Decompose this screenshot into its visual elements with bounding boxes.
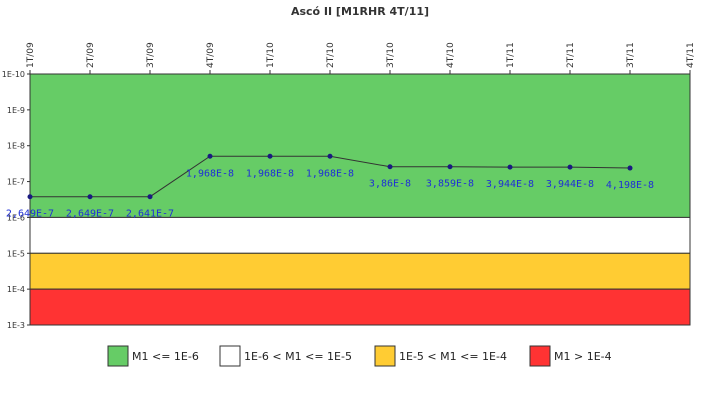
- legend-label: M1 > 1E-4: [554, 350, 612, 363]
- x-tick-label: 2T/09: [86, 42, 96, 68]
- data-label: 2,641E-7: [126, 209, 174, 220]
- data-point: [267, 153, 273, 159]
- y-tick-label: 1E-7: [7, 178, 25, 187]
- data-point: [627, 165, 633, 171]
- data-point: [147, 194, 153, 200]
- x-tick-label: 1T/09: [26, 42, 36, 68]
- x-tick-label: 4T/10: [446, 42, 456, 68]
- data-point: [27, 194, 33, 200]
- legend-label: 1E-6 < M1 <= 1E-5: [244, 350, 352, 363]
- x-axis-tick-labels: 1T/09 2T/09 3T/09 4T/09 1T/10 2T/10 3T/10 4T/10…: [26, 42, 696, 74]
- x-tick-label: 3T/09: [146, 42, 156, 68]
- legend-swatch: [374, 345, 396, 367]
- data-label: 3,944E-8: [546, 179, 594, 190]
- series-group: 2,649E-7 2,649E-7 2,641E-7 1,968E-8 1,968E-8…: [6, 153, 654, 220]
- data-point: [87, 194, 93, 200]
- band-2: [29, 252, 691, 290]
- plot-frame: [29, 73, 691, 326]
- x-tick-label: 4T/09: [206, 42, 216, 68]
- x-tick-label: 4T/11: [686, 42, 696, 68]
- y-tick-label: 1E-6: [7, 213, 25, 222]
- y-tick-label: 1E-5: [7, 249, 25, 258]
- legend-swatch: [219, 345, 241, 367]
- data-label: 3,86E-8: [369, 179, 411, 190]
- y-axis-tick-labels: 1E-10 1E-9 1E-8 1E-7 1E-6 1E-5 1E-4 1E-3: [2, 70, 30, 330]
- legend: M1 <= 1E-6 1E-6 < M1 <= 1E-5 1E-5 < M1 <= …: [107, 345, 612, 367]
- data-label: 3,859E-8: [426, 179, 474, 190]
- data-label: 2,649E-7: [6, 209, 54, 220]
- y-tick-label: 1E-4: [7, 285, 25, 294]
- band-1: [29, 216, 691, 254]
- legend-label: 1E-5 < M1 <= 1E-4: [399, 350, 507, 363]
- y-tick-label: 1E-3: [7, 321, 25, 330]
- data-point: [447, 164, 453, 170]
- data-label: 1,968E-8: [246, 168, 294, 179]
- x-tick-label: 1T/10: [266, 42, 276, 68]
- legend-swatch: [529, 345, 551, 367]
- data-label: 1,968E-8: [306, 168, 354, 179]
- data-label: 4,198E-8: [606, 180, 654, 191]
- x-tick-label: 2T/10: [326, 42, 336, 68]
- data-point: [327, 153, 333, 159]
- x-tick-label: 3T/10: [386, 42, 396, 68]
- data-label: 2,649E-7: [66, 209, 114, 220]
- y-tick-label: 1E-10: [2, 70, 25, 79]
- y-tick-label: 1E-8: [7, 142, 25, 151]
- band-0: [29, 73, 691, 218]
- data-point: [507, 164, 513, 170]
- x-tick-label: 2T/11: [566, 42, 576, 68]
- risk-bands: [29, 73, 691, 326]
- legend-label: M1 <= 1E-6: [132, 350, 199, 363]
- data-label: 1,968E-8: [186, 168, 234, 179]
- chart-title: Ascó II [M1RHR 4T/11]: [291, 5, 429, 18]
- band-3: [29, 288, 691, 326]
- data-point: [387, 164, 393, 170]
- data-point: [567, 164, 573, 170]
- legend-swatch: [107, 345, 129, 367]
- y-tick-label: 1E-9: [7, 106, 25, 115]
- data-point: [207, 153, 213, 159]
- x-tick-label: 3T/11: [626, 42, 636, 68]
- data-label: 3,944E-8: [486, 179, 534, 190]
- x-tick-label: 1T/11: [506, 42, 516, 68]
